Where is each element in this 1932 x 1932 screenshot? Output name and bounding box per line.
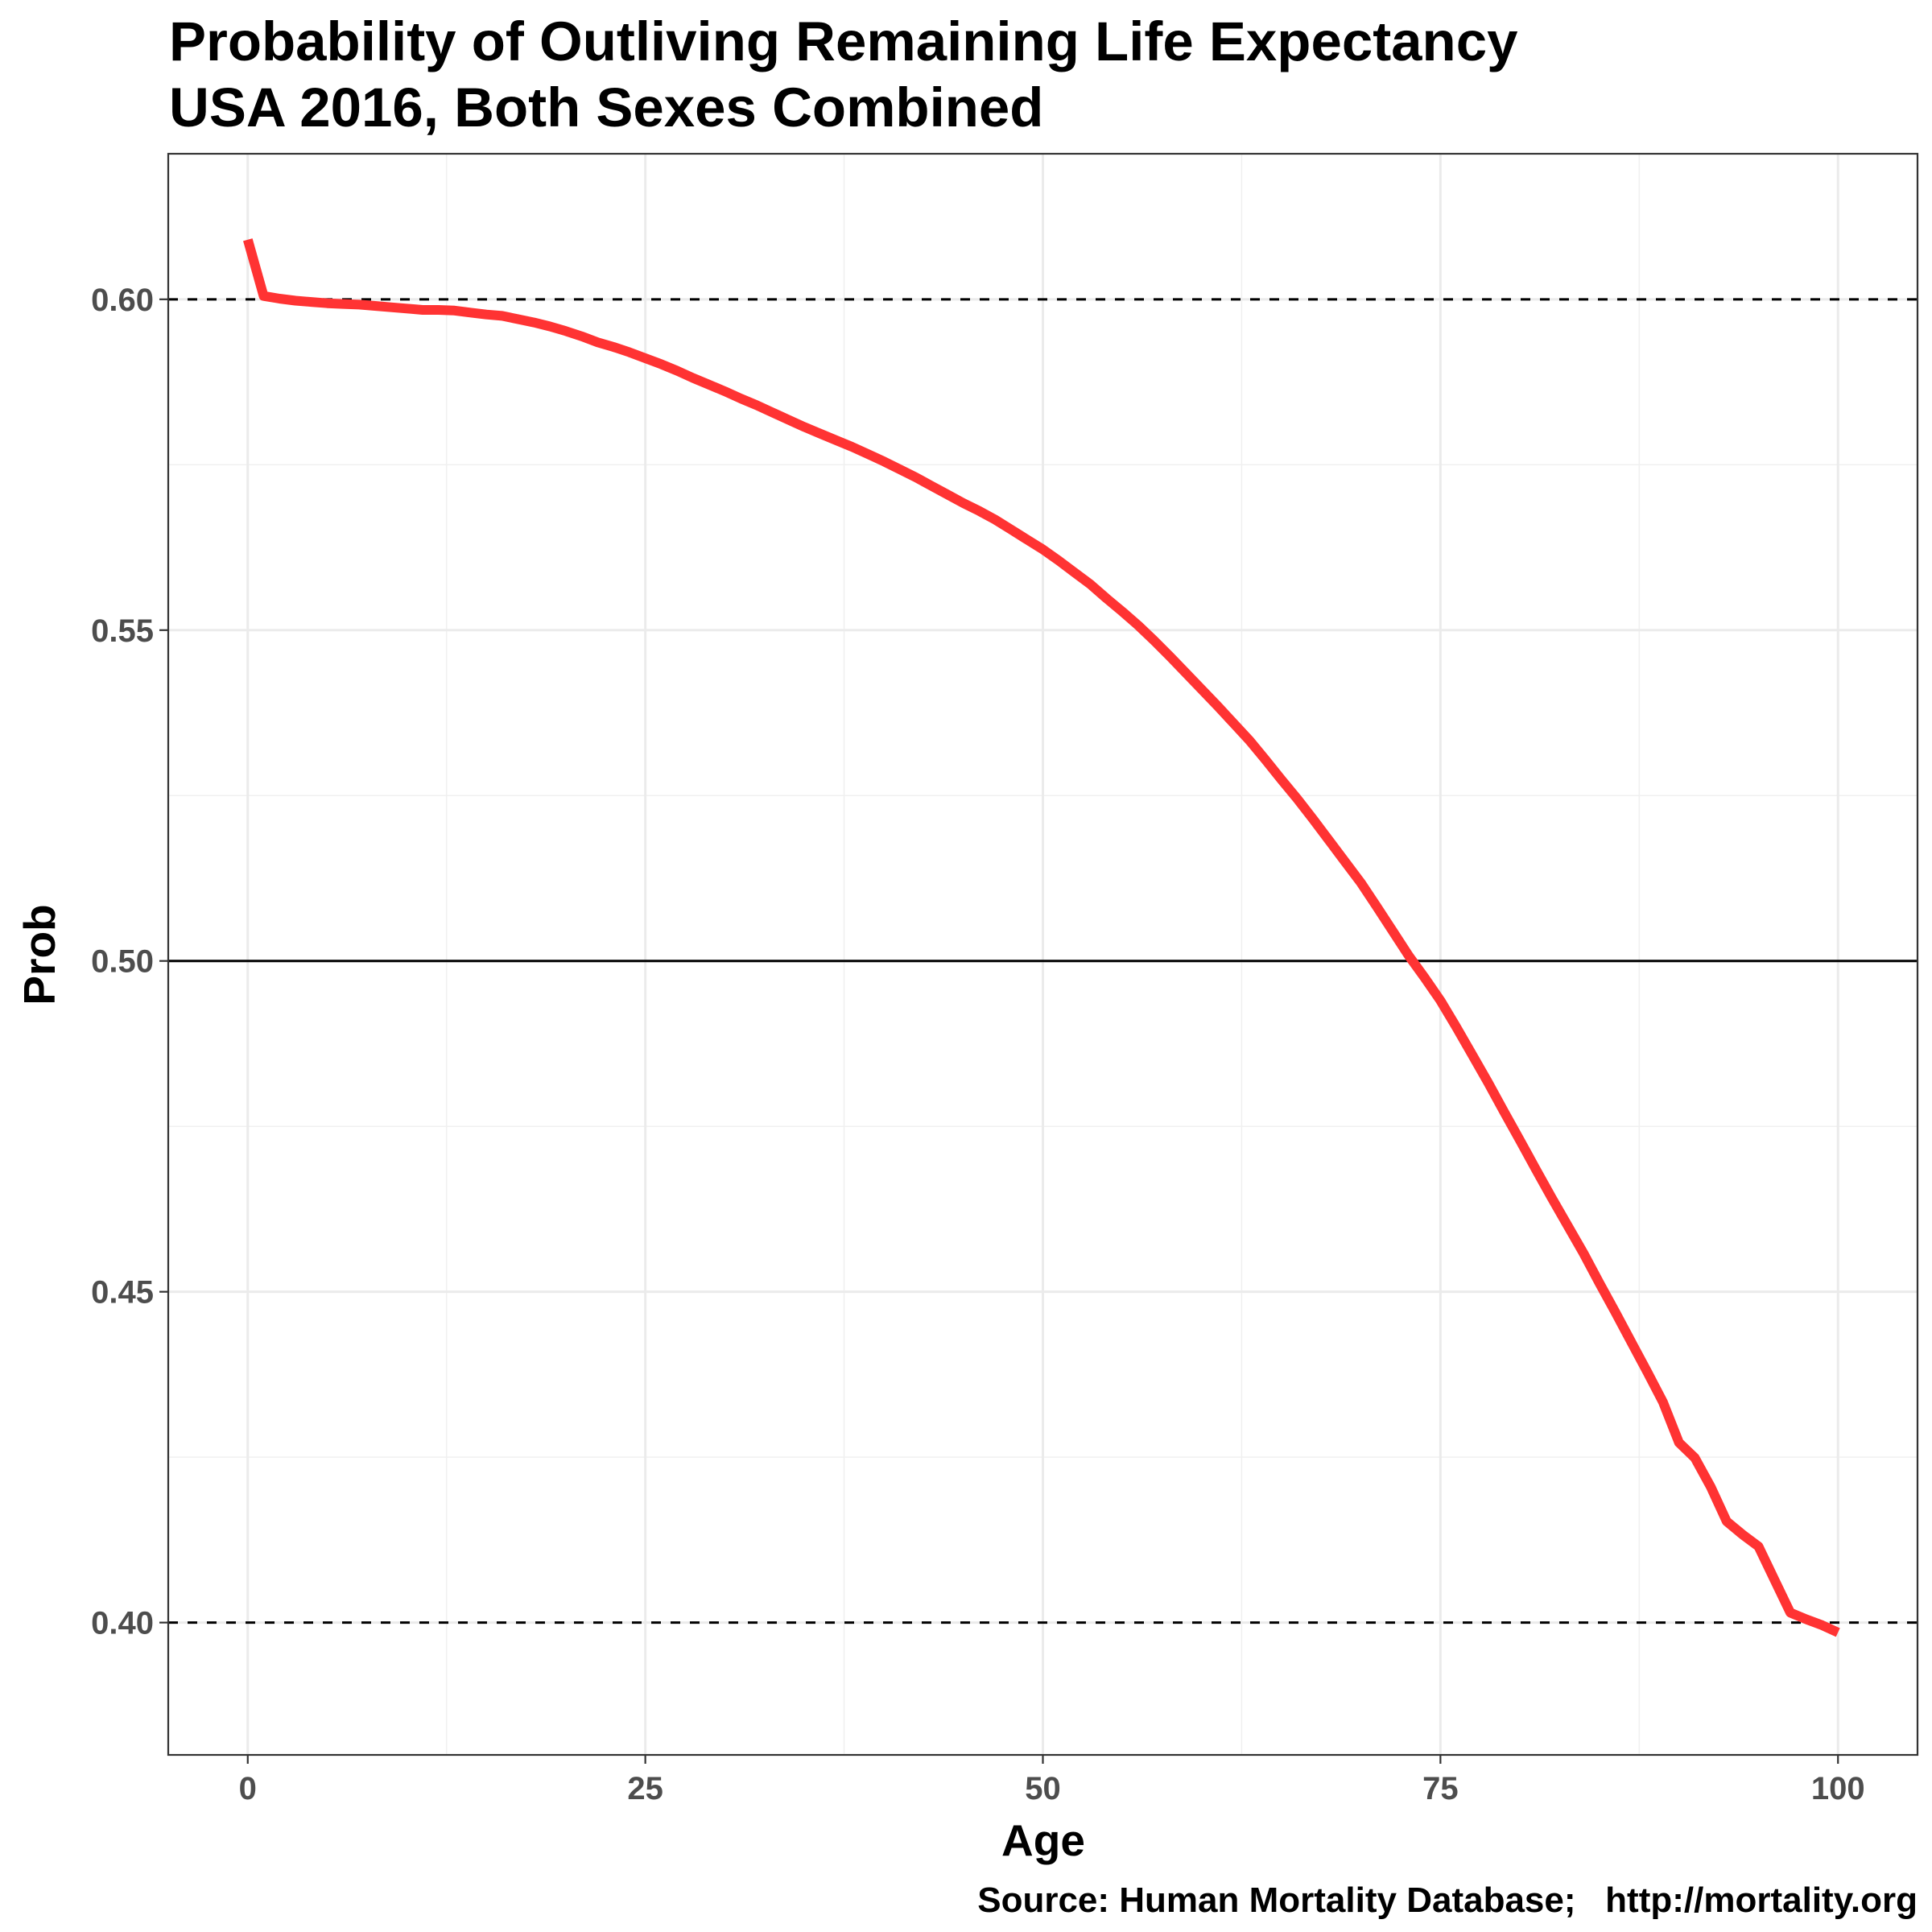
y-tick-label: 0.60: [91, 283, 154, 318]
y-axis-ticks: 0.40 0.45 0.50 0.55 0.60: [91, 283, 168, 1641]
y-tick-label: 0.45: [91, 1275, 154, 1311]
chart-caption: Source: Human Mortality Database; http:/…: [977, 1880, 1918, 1920]
reference-lines: [168, 298, 1918, 1624]
series-line: [243, 238, 1840, 1637]
x-tick-label: 75: [1422, 1771, 1459, 1806]
chart-subtitle: USA 2016, Both Sexes Combined: [169, 76, 1043, 138]
chart-title: Probability of Outliving Remaining Life …: [169, 10, 1517, 72]
x-tick-label: 0: [239, 1771, 257, 1806]
y-tick-label: 0.50: [91, 944, 154, 980]
y-tick-label: 0.55: [91, 613, 154, 649]
x-axis-ticks: 0 25 50 75 100: [239, 1755, 1865, 1806]
x-axis-title: Age: [1001, 1815, 1085, 1865]
x-tick-label: 25: [627, 1771, 663, 1806]
series-layer: [243, 238, 1840, 1637]
y-tick-label: 0.40: [91, 1606, 154, 1641]
y-axis-title: Prob: [14, 904, 64, 1005]
x-tick-label: 50: [1025, 1771, 1061, 1806]
x-tick-label: 100: [1811, 1771, 1865, 1806]
